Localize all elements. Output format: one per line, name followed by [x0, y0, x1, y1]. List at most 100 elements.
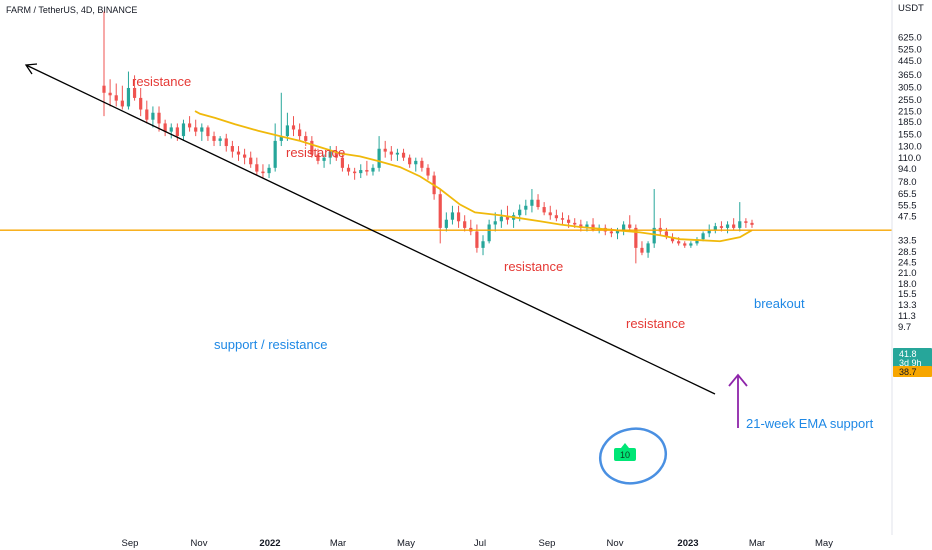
y-tick-label: 445.0	[898, 56, 922, 67]
annotation-resistance-4: resistance	[626, 316, 685, 331]
y-tick-label: 625.0	[898, 33, 922, 44]
price-axis-unit: USDT	[898, 3, 924, 14]
annotation-resistance-3: resistance	[504, 259, 563, 274]
trendline	[25, 64, 716, 395]
candle	[304, 131, 308, 147]
y-tick-label: 13.3	[898, 300, 917, 311]
y-tick-label: 11.3	[898, 311, 916, 322]
y-tick-label: 130.0	[898, 142, 922, 153]
y-tick-label: 24.5	[898, 257, 917, 268]
candle	[114, 83, 118, 107]
trendline-arrow-icon	[24, 63, 38, 75]
candle	[475, 224, 479, 253]
candle	[420, 157, 424, 172]
y-tick-label: 525.0	[898, 45, 922, 56]
bottom-circle	[598, 427, 668, 485]
candle	[695, 237, 699, 246]
x-tick-label: 2022	[259, 538, 280, 549]
y-tick-label: 110.0	[898, 153, 921, 164]
candle	[511, 212, 516, 228]
candle	[658, 218, 662, 236]
x-tick-label: Mar	[330, 538, 346, 549]
candle	[395, 148, 400, 161]
candle	[463, 215, 467, 232]
x-tick-label: Mar	[749, 538, 765, 549]
candle	[408, 154, 412, 168]
candle	[389, 146, 393, 161]
count-badge: 10	[614, 443, 636, 461]
candle	[591, 218, 595, 232]
y-tick-label: 78.0	[898, 177, 917, 188]
x-tick-label: May	[397, 538, 415, 549]
y-tick-label: 55.5	[898, 201, 917, 212]
candle	[340, 154, 345, 172]
candle	[157, 106, 161, 132]
candle	[426, 164, 430, 180]
candle	[640, 241, 644, 256]
candle	[377, 136, 381, 172]
candle	[322, 154, 326, 168]
candle	[469, 219, 473, 236]
y-tick-label: 155.0	[898, 129, 922, 140]
candle	[346, 164, 351, 176]
current-price-tag: 41.8 3d 9h	[893, 348, 932, 368]
x-tick-label: Sep	[122, 538, 139, 549]
y-tick-label: 215.0	[898, 107, 922, 118]
x-tick-label: Jul	[474, 538, 486, 549]
y-tick-label: 21.0	[898, 268, 917, 279]
candle	[316, 148, 320, 165]
candle	[151, 106, 155, 128]
candle	[163, 119, 167, 137]
candle	[554, 209, 558, 222]
annotation-resistance-1: resistance	[132, 74, 191, 89]
candle	[212, 131, 216, 147]
candle	[725, 221, 730, 234]
y-tick-label: 9.7	[898, 322, 911, 333]
annotation-support-resistance: support / resistance	[214, 337, 327, 352]
candle	[713, 222, 717, 234]
y-tick-label: 94.0	[898, 164, 917, 175]
candle	[744, 218, 748, 228]
candle	[383, 140, 387, 158]
candle	[218, 136, 222, 147]
candle	[622, 221, 626, 236]
candle	[273, 123, 277, 172]
candle	[236, 146, 241, 161]
candle	[285, 112, 289, 141]
candle	[542, 202, 546, 216]
y-tick-label: 18.0	[898, 279, 917, 290]
y-tick-label: 47.5	[898, 211, 917, 222]
candle	[646, 241, 650, 258]
ema-price: 38.7	[899, 367, 917, 377]
candle	[683, 241, 687, 248]
ema-price-tag: 38.7	[893, 366, 932, 377]
candle	[108, 79, 112, 107]
candle	[126, 71, 131, 110]
candle	[365, 160, 369, 176]
ema-line	[194, 110, 753, 243]
y-tick-label: 305.0	[898, 82, 922, 93]
candle	[359, 164, 363, 179]
candle	[139, 87, 143, 117]
x-tick-label: Sep	[539, 538, 556, 549]
candle	[255, 157, 259, 176]
y-tick-label: 185.0	[898, 117, 922, 128]
candle	[291, 116, 296, 137]
candle	[750, 219, 754, 228]
time-axis: Sep Nov 2022 Mar May Jul Sep Nov 2023 Mar May	[122, 538, 834, 549]
current-price: 41.8	[899, 349, 917, 359]
x-tick-label: Nov	[191, 538, 208, 549]
candle	[132, 75, 137, 101]
y-tick-label: 28.5	[898, 247, 917, 258]
annotation-ema-support: 21-week EMA support	[746, 416, 874, 431]
candle	[450, 205, 455, 225]
ema-support-arrow-head-icon	[728, 373, 748, 387]
candle	[487, 219, 491, 244]
candle	[401, 148, 406, 161]
y-tick-label: 33.5	[898, 236, 917, 247]
candle	[505, 205, 510, 225]
candle	[628, 215, 632, 230]
candle	[310, 136, 314, 158]
